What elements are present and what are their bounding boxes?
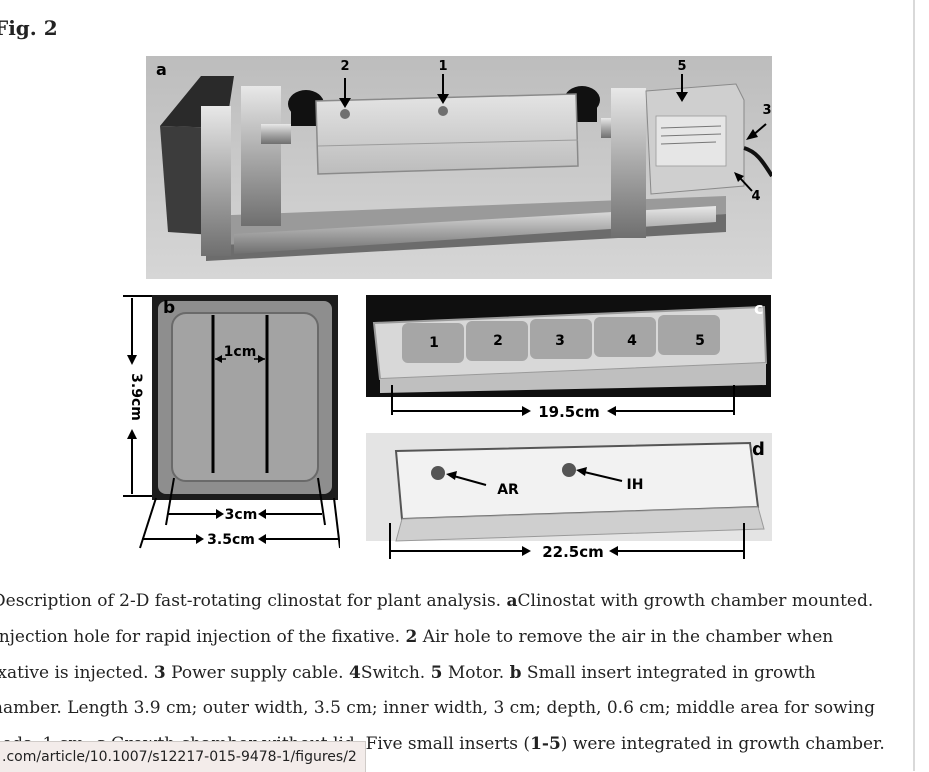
label-ar: AR: [497, 482, 519, 498]
d-length-label: 22.5cm: [542, 543, 604, 561]
insert-number-4: 4: [627, 333, 637, 349]
caption-line-3: ixative is injected. 3 Power supply cabl…: [0, 662, 816, 683]
insert-number-3: 3: [555, 333, 565, 349]
figure-caption: Description of 2-D fast-rotating clinost…: [0, 584, 904, 763]
page-right-border: [913, 0, 915, 771]
label-ih: IH: [627, 477, 644, 493]
inner-width-label: 3cm: [225, 507, 258, 523]
panel-b-letter: b: [163, 298, 175, 318]
insert-number-2: 2: [493, 333, 503, 349]
callout-3: 3: [762, 103, 771, 118]
callout-5: 5: [677, 59, 686, 74]
panel-a-photo: a 2 1 5 3 4: [146, 56, 772, 279]
panel-d-letter: d: [752, 439, 765, 460]
panel-a-letter: a: [156, 60, 167, 79]
panel-b-photo: 1cm 3.9cm 3cm 3.5cm b: [122, 293, 340, 560]
insert-number-1: 1: [429, 335, 439, 351]
status-bar-url: .com/article/10.1007/s12217-015-9478-1/f…: [0, 741, 366, 772]
c-length-label: 19.5cm: [538, 403, 600, 421]
gap-label: 1cm: [224, 344, 257, 360]
callout-1: 1: [438, 59, 447, 74]
panel-c-photo: 1 2 3 4 5 c 19.5cm: [366, 293, 773, 428]
figure-title: Fig. 2: [0, 16, 58, 40]
insert-row: [402, 315, 720, 363]
height-label: 3.9cm: [128, 373, 144, 421]
callout-2: 2: [340, 59, 349, 74]
caption-line-2: Injection hole for rapid injection of th…: [0, 626, 834, 647]
panel-d-photo: AR IH d 22.5cm: [366, 433, 773, 561]
panel-c-letter: c: [754, 299, 763, 318]
caption-line-1: Description of 2-D fast-rotating clinost…: [0, 591, 874, 611]
insert-number-5: 5: [695, 333, 705, 349]
callout-4: 4: [751, 189, 760, 204]
caption-line-4: hamber. Length 3.9 cm; outer width, 3.5 …: [0, 698, 875, 719]
outer-width-label: 3.5cm: [207, 532, 255, 548]
